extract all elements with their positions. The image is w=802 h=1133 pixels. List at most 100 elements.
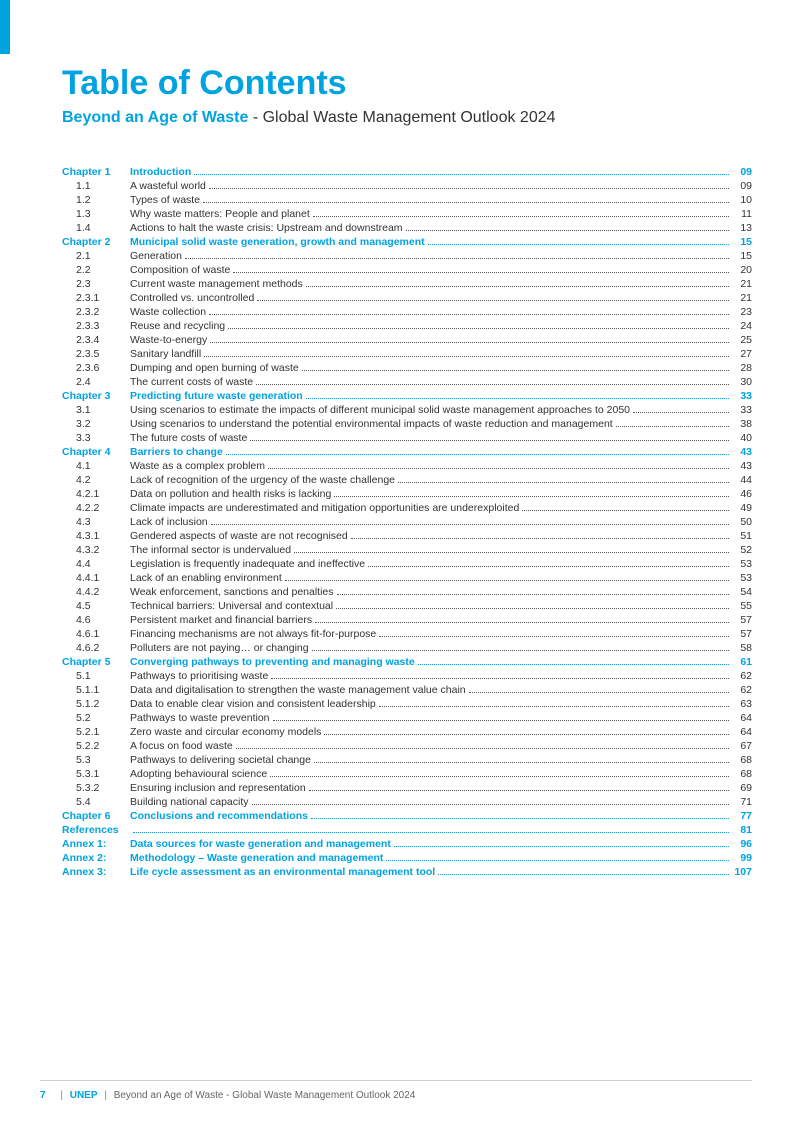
toc-item-row[interactable]: 2.3.4Waste-to-energy25 <box>62 335 752 346</box>
toc-item-row[interactable]: 4.4.2Weak enforcement, sanctions and pen… <box>62 587 752 598</box>
toc-page-number: 61 <box>732 657 752 668</box>
toc-leader <box>306 286 729 287</box>
toc-label: Polluters are not paying… or changing <box>130 643 309 654</box>
toc-item-row[interactable]: 3.1Using scenarios to estimate the impac… <box>62 405 752 416</box>
toc-label: Data to enable clear vision and consiste… <box>130 699 376 710</box>
toc-item-row[interactable]: 4.4Legislation is frequently inadequate … <box>62 559 752 570</box>
toc-chapter-row[interactable]: Chapter 6Conclusions and recommendations… <box>62 811 752 822</box>
toc-page-number: 69 <box>732 783 752 794</box>
toc-page-number: 25 <box>732 335 752 346</box>
toc-label: Using scenarios to estimate the impacts … <box>130 405 630 416</box>
toc-item-row[interactable]: 4.3.2The informal sector is undervalued5… <box>62 545 752 556</box>
toc-page-number: 15 <box>732 237 752 248</box>
accent-bar <box>0 0 10 54</box>
toc-item-row[interactable]: 1.1A wasteful world09 <box>62 181 752 192</box>
toc-label: Ensuring inclusion and representation <box>130 783 306 794</box>
toc-number: 2.3.3 <box>62 321 130 332</box>
toc-page-number: 63 <box>732 699 752 710</box>
toc-label: Generation <box>130 251 182 262</box>
toc-item-row[interactable]: 2.3.2Waste collection23 <box>62 307 752 318</box>
toc-item-row[interactable]: 4.6.2Polluters are not paying… or changi… <box>62 643 752 654</box>
toc-leader <box>386 860 729 861</box>
toc-leader <box>418 664 729 665</box>
toc-item-row[interactable]: 5.4Building national capacity71 <box>62 797 752 808</box>
toc-item-row[interactable]: 2.2Composition of waste20 <box>62 265 752 276</box>
toc-label: Data and digitalisation to strengthen th… <box>130 685 466 696</box>
page-title: Table of Contents <box>62 64 752 103</box>
toc-chapter-row[interactable]: Chapter 3Predicting future waste generat… <box>62 391 752 402</box>
toc-chapter-row[interactable]: References81 <box>62 825 752 836</box>
toc-label: Waste-to-energy <box>130 335 207 346</box>
toc-leader <box>522 510 729 511</box>
toc-item-row[interactable]: 3.3The future costs of waste40 <box>62 433 752 444</box>
toc-item-row[interactable]: 4.2Lack of recognition of the urgency of… <box>62 475 752 486</box>
toc-item-row[interactable]: 3.2Using scenarios to understand the pot… <box>62 419 752 430</box>
toc-leader <box>336 608 729 609</box>
toc-item-row[interactable]: 4.6Persistent market and financial barri… <box>62 615 752 626</box>
toc-item-row[interactable]: 1.4Actions to halt the waste crisis: Ups… <box>62 223 752 234</box>
toc-item-row[interactable]: 2.3.3Reuse and recycling24 <box>62 321 752 332</box>
toc-item-row[interactable]: 5.3.2Ensuring inclusion and representati… <box>62 783 752 794</box>
toc-label: Conclusions and recommendations <box>130 811 308 822</box>
toc-number: 5.2 <box>62 713 130 724</box>
toc-number: 3.3 <box>62 433 130 444</box>
toc-chapter-row[interactable]: Annex 1:Data sources for waste generatio… <box>62 839 752 850</box>
toc-page-number: 50 <box>732 517 752 528</box>
toc-item-row[interactable]: 5.3.1Adopting behavioural science68 <box>62 769 752 780</box>
toc-item-row[interactable]: 5.1.2Data to enable clear vision and con… <box>62 699 752 710</box>
toc-item-row[interactable]: 1.2Types of waste10 <box>62 195 752 206</box>
toc-leader <box>324 734 729 735</box>
toc-item-row[interactable]: 2.3.6Dumping and open burning of waste28 <box>62 363 752 374</box>
toc-item-row[interactable]: 5.2.1Zero waste and circular economy mod… <box>62 727 752 738</box>
toc-chapter-row[interactable]: Chapter 5Converging pathways to preventi… <box>62 657 752 668</box>
toc-chapter-row[interactable]: Chapter 4Barriers to change43 <box>62 447 752 458</box>
toc-page-number: 09 <box>732 167 752 178</box>
toc-label: Types of waste <box>130 195 200 206</box>
toc-number: 4.5 <box>62 601 130 612</box>
toc-item-row[interactable]: 2.4The current costs of waste30 <box>62 377 752 388</box>
toc-item-row[interactable]: 4.2.2Climate impacts are underestimated … <box>62 503 752 514</box>
toc-chapter-row[interactable]: Annex 3:Life cycle assessment as an envi… <box>62 867 752 878</box>
toc-leader <box>210 342 729 343</box>
toc-label: Pathways to prioritising waste <box>130 671 268 682</box>
footer-title: Beyond an Age of Waste - Global Waste Ma… <box>114 1090 416 1101</box>
toc-leader <box>209 314 729 315</box>
toc-leader <box>194 174 729 175</box>
toc-item-row[interactable]: 2.1Generation15 <box>62 251 752 262</box>
toc-item-row[interactable]: 4.1Waste as a complex problem43 <box>62 461 752 472</box>
toc-item-row[interactable]: 5.3Pathways to delivering societal chang… <box>62 755 752 766</box>
toc-leader <box>185 258 729 259</box>
toc-page-number: 57 <box>732 615 752 626</box>
toc-chapter-row[interactable]: Chapter 2Municipal solid waste generatio… <box>62 237 752 248</box>
toc-item-row[interactable]: 4.4.1Lack of an enabling environment53 <box>62 573 752 584</box>
toc-item-row[interactable]: 2.3.5Sanitary landfill27 <box>62 349 752 360</box>
toc-leader <box>469 692 729 693</box>
toc-chapter-row[interactable]: Annex 2:Methodology – Waste generation a… <box>62 853 752 864</box>
toc-chapter-row[interactable]: Chapter 1Introduction09 <box>62 167 752 178</box>
toc-label: Pathways to waste prevention <box>130 713 270 724</box>
toc-leader <box>368 566 729 567</box>
toc-leader <box>294 552 729 553</box>
toc-number: 4.6 <box>62 615 130 626</box>
toc-item-row[interactable]: 2.3Current waste management methods21 <box>62 279 752 290</box>
toc-number: 2.3.1 <box>62 293 130 304</box>
toc-item-row[interactable]: 4.3Lack of inclusion50 <box>62 517 752 528</box>
toc-label: Zero waste and circular economy models <box>130 727 321 738</box>
toc-item-row[interactable]: 4.5Technical barriers: Universal and con… <box>62 601 752 612</box>
toc-label: Lack of recognition of the urgency of th… <box>130 475 395 486</box>
toc-item-row[interactable]: 4.3.1Gendered aspects of waste are not r… <box>62 531 752 542</box>
toc-item-row[interactable]: 5.2Pathways to waste prevention64 <box>62 713 752 724</box>
toc-item-row[interactable]: 4.2.1Data on pollution and health risks … <box>62 489 752 500</box>
subtitle-rest: - Global Waste Management Outlook 2024 <box>248 109 555 126</box>
toc-number: 1.2 <box>62 195 130 206</box>
toc-item-row[interactable]: 5.1.1Data and digitalisation to strength… <box>62 685 752 696</box>
toc-item-row[interactable]: 1.3Why waste matters: People and planet1… <box>62 209 752 220</box>
toc-item-row[interactable]: 5.1Pathways to prioritising waste62 <box>62 671 752 682</box>
toc-item-row[interactable]: 5.2.2A focus on food waste67 <box>62 741 752 752</box>
toc-leader <box>204 356 729 357</box>
toc-item-row[interactable]: 2.3.1Controlled vs. uncontrolled21 <box>62 293 752 304</box>
footer-divider <box>40 1080 752 1081</box>
toc-page-number: 77 <box>732 811 752 822</box>
toc-item-row[interactable]: 4.6.1Financing mechanisms are not always… <box>62 629 752 640</box>
toc-page-number: 09 <box>732 181 752 192</box>
